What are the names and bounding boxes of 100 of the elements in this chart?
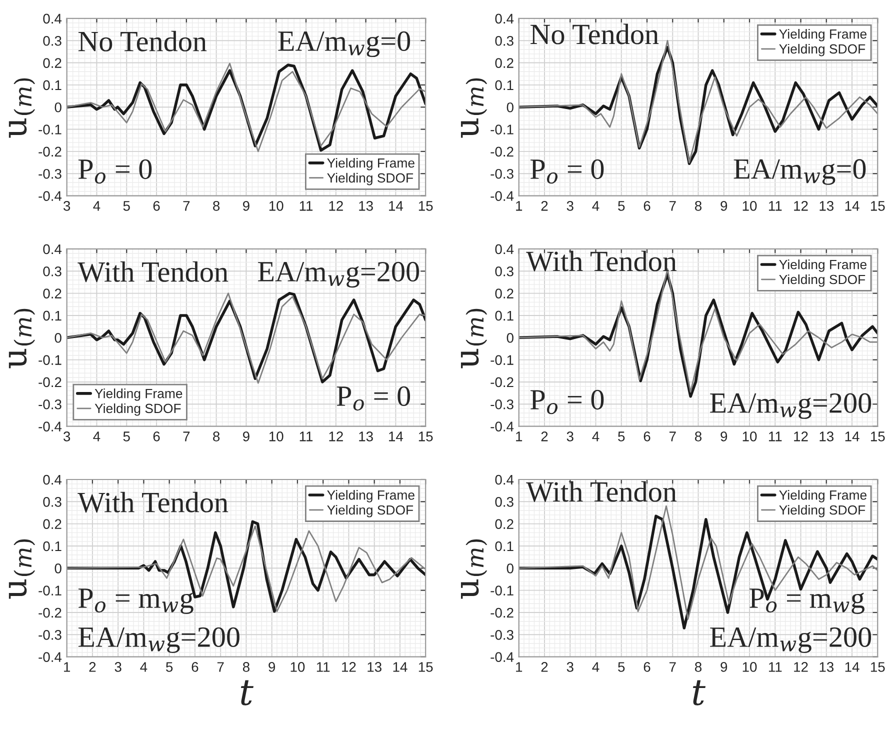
x-tick-label: 4: [93, 432, 100, 442]
y-tick-label: -0.1: [38, 586, 62, 596]
y-tick-label: -0.4: [38, 422, 62, 432]
x-tick-label: 11: [300, 432, 313, 442]
y-tick-label: 0.2: [43, 519, 62, 529]
y-tick-label: -0.2: [38, 146, 62, 157]
x-tick-label: 15: [418, 201, 433, 211]
x-tick-label: 9: [242, 201, 250, 211]
x-tick-label: 6: [644, 662, 650, 672]
y-tick-label: -0.4: [38, 191, 62, 201]
y-tick-label: 0.1: [495, 80, 514, 90]
x-tick-label: 5: [618, 201, 625, 211]
y-tick-label: -0.4: [490, 191, 514, 201]
x-tick-label: 1: [516, 201, 522, 211]
x-tick-label: 4: [592, 662, 600, 672]
y-tick-label: 0.1: [495, 541, 514, 552]
x-tick-label: 12: [794, 201, 808, 211]
x-tick-label: 13: [820, 662, 834, 672]
y-axis-title: u$_{(m)}$: [460, 539, 488, 599]
x-tick-label: 6: [153, 432, 160, 442]
y-tick-label: 0.2: [43, 288, 62, 298]
x-tick-label: 3: [566, 201, 574, 211]
x-tick-label: 14: [389, 201, 404, 211]
annotation: P$_{o}$ = 0: [530, 390, 604, 414]
y-tick-label: -0.4: [38, 652, 62, 662]
x-tick-label: 13: [820, 201, 834, 211]
y-tick-label: 0: [506, 332, 514, 343]
x-tick-label: 6: [192, 662, 198, 672]
x-tick-label: 12: [794, 662, 808, 672]
legend-label: Yielding SDOF: [779, 274, 866, 287]
x-tick-label: 3: [63, 432, 70, 442]
legend-label: Yielding SDOF: [327, 504, 414, 518]
x-tick-label: 15: [418, 432, 433, 442]
x-tick-label: 7: [183, 432, 190, 442]
x-tick-label: 4: [140, 662, 148, 672]
x-tick-label: 15: [418, 662, 433, 672]
x-tick-label: 10: [290, 662, 305, 672]
y-tick-label: 0.3: [495, 266, 514, 276]
y-axis-title: u$_{(m)}$: [460, 78, 488, 138]
x-tick-label: 11: [316, 662, 330, 672]
x-tick-label: 3: [63, 201, 70, 211]
x-tick-label: 10: [742, 662, 757, 672]
annotation: P$_{o}$ = m$_{w}$g: [750, 588, 864, 614]
x-tick-label: 3: [566, 662, 574, 672]
y-tick-label: 0.2: [43, 58, 62, 68]
y-axis-title: u$_{(m)}$: [460, 308, 488, 368]
y-tick-label: 0.3: [495, 496, 514, 507]
x-tick-label: 8: [694, 662, 702, 672]
annotation: EA/m$_{w}$g=200: [710, 393, 872, 419]
y-tick-label: 0: [506, 563, 514, 574]
legend-label: Yielding SDOF: [779, 504, 866, 518]
x-tick-label: 6: [644, 432, 650, 442]
x-tick-label: 15: [870, 662, 885, 672]
y-tick-label: 0.1: [495, 310, 514, 321]
y-tick-label: -0.2: [38, 608, 62, 618]
y-tick-label: -0.3: [38, 168, 62, 179]
legend-label: Yielding SDOF: [94, 403, 181, 416]
y-tick-label: -0.3: [38, 630, 62, 640]
y-tick-label: 0.1: [43, 80, 62, 90]
y-tick-label: 0.3: [43, 36, 62, 46]
x-tick-label: 13: [368, 662, 382, 672]
x-tick-label: 15: [870, 432, 885, 442]
y-tick-label: 0.4: [43, 14, 62, 24]
y-tick-label: -0.4: [490, 422, 514, 432]
y-tick-label: -0.4: [490, 652, 514, 662]
x-axis-title: t: [692, 680, 706, 706]
x-tick-label: 14: [393, 662, 408, 672]
annotation: No Tendon: [530, 24, 659, 44]
x-tick-label: 12: [342, 662, 356, 672]
y-tick-label: 0.2: [495, 58, 514, 68]
y-tick-label: 0.3: [495, 36, 514, 46]
annotation: P$_{o}$ = 0: [530, 159, 604, 184]
x-tick-label: 6: [644, 201, 650, 211]
y-tick-label: -0.2: [38, 377, 62, 388]
y-tick-label: -0.1: [38, 124, 62, 134]
y-tick-label: 0.1: [43, 310, 62, 321]
annotation: With Tendon: [78, 492, 228, 513]
x-tick-label: 14: [845, 432, 860, 442]
x-tick-label: 12: [794, 432, 808, 442]
x-tick-label: 9: [720, 432, 728, 442]
x-tick-label: 5: [618, 432, 625, 442]
y-axis-title: u$_{(m)}$: [8, 539, 36, 599]
y-tick-label: 0.3: [43, 266, 62, 276]
annotation: P$_{o}$ = 0: [336, 386, 410, 411]
x-tick-label: 7: [669, 662, 676, 672]
y-tick-label: -0.2: [490, 377, 514, 388]
x-tick-label: 8: [694, 201, 702, 211]
annotation: No Tendon: [78, 30, 207, 52]
y-tick-label: 0.4: [495, 14, 514, 24]
y-tick-label: 0: [54, 563, 62, 574]
x-tick-label: 5: [123, 432, 130, 442]
annotation: EA/m$_{w}$g=200: [258, 262, 420, 288]
x-tick-label: 3: [566, 432, 574, 442]
x-tick-label: 9: [242, 432, 250, 442]
x-tick-label: 10: [742, 201, 757, 211]
y-axis-title: u$_{(m)}$: [8, 308, 36, 368]
y-tick-label: -0.3: [490, 399, 514, 410]
annotation: P$_{o}$ = m$_{w}$g: [78, 588, 194, 614]
x-tick-label: 11: [768, 662, 782, 672]
x-tick-label: 5: [123, 201, 130, 211]
